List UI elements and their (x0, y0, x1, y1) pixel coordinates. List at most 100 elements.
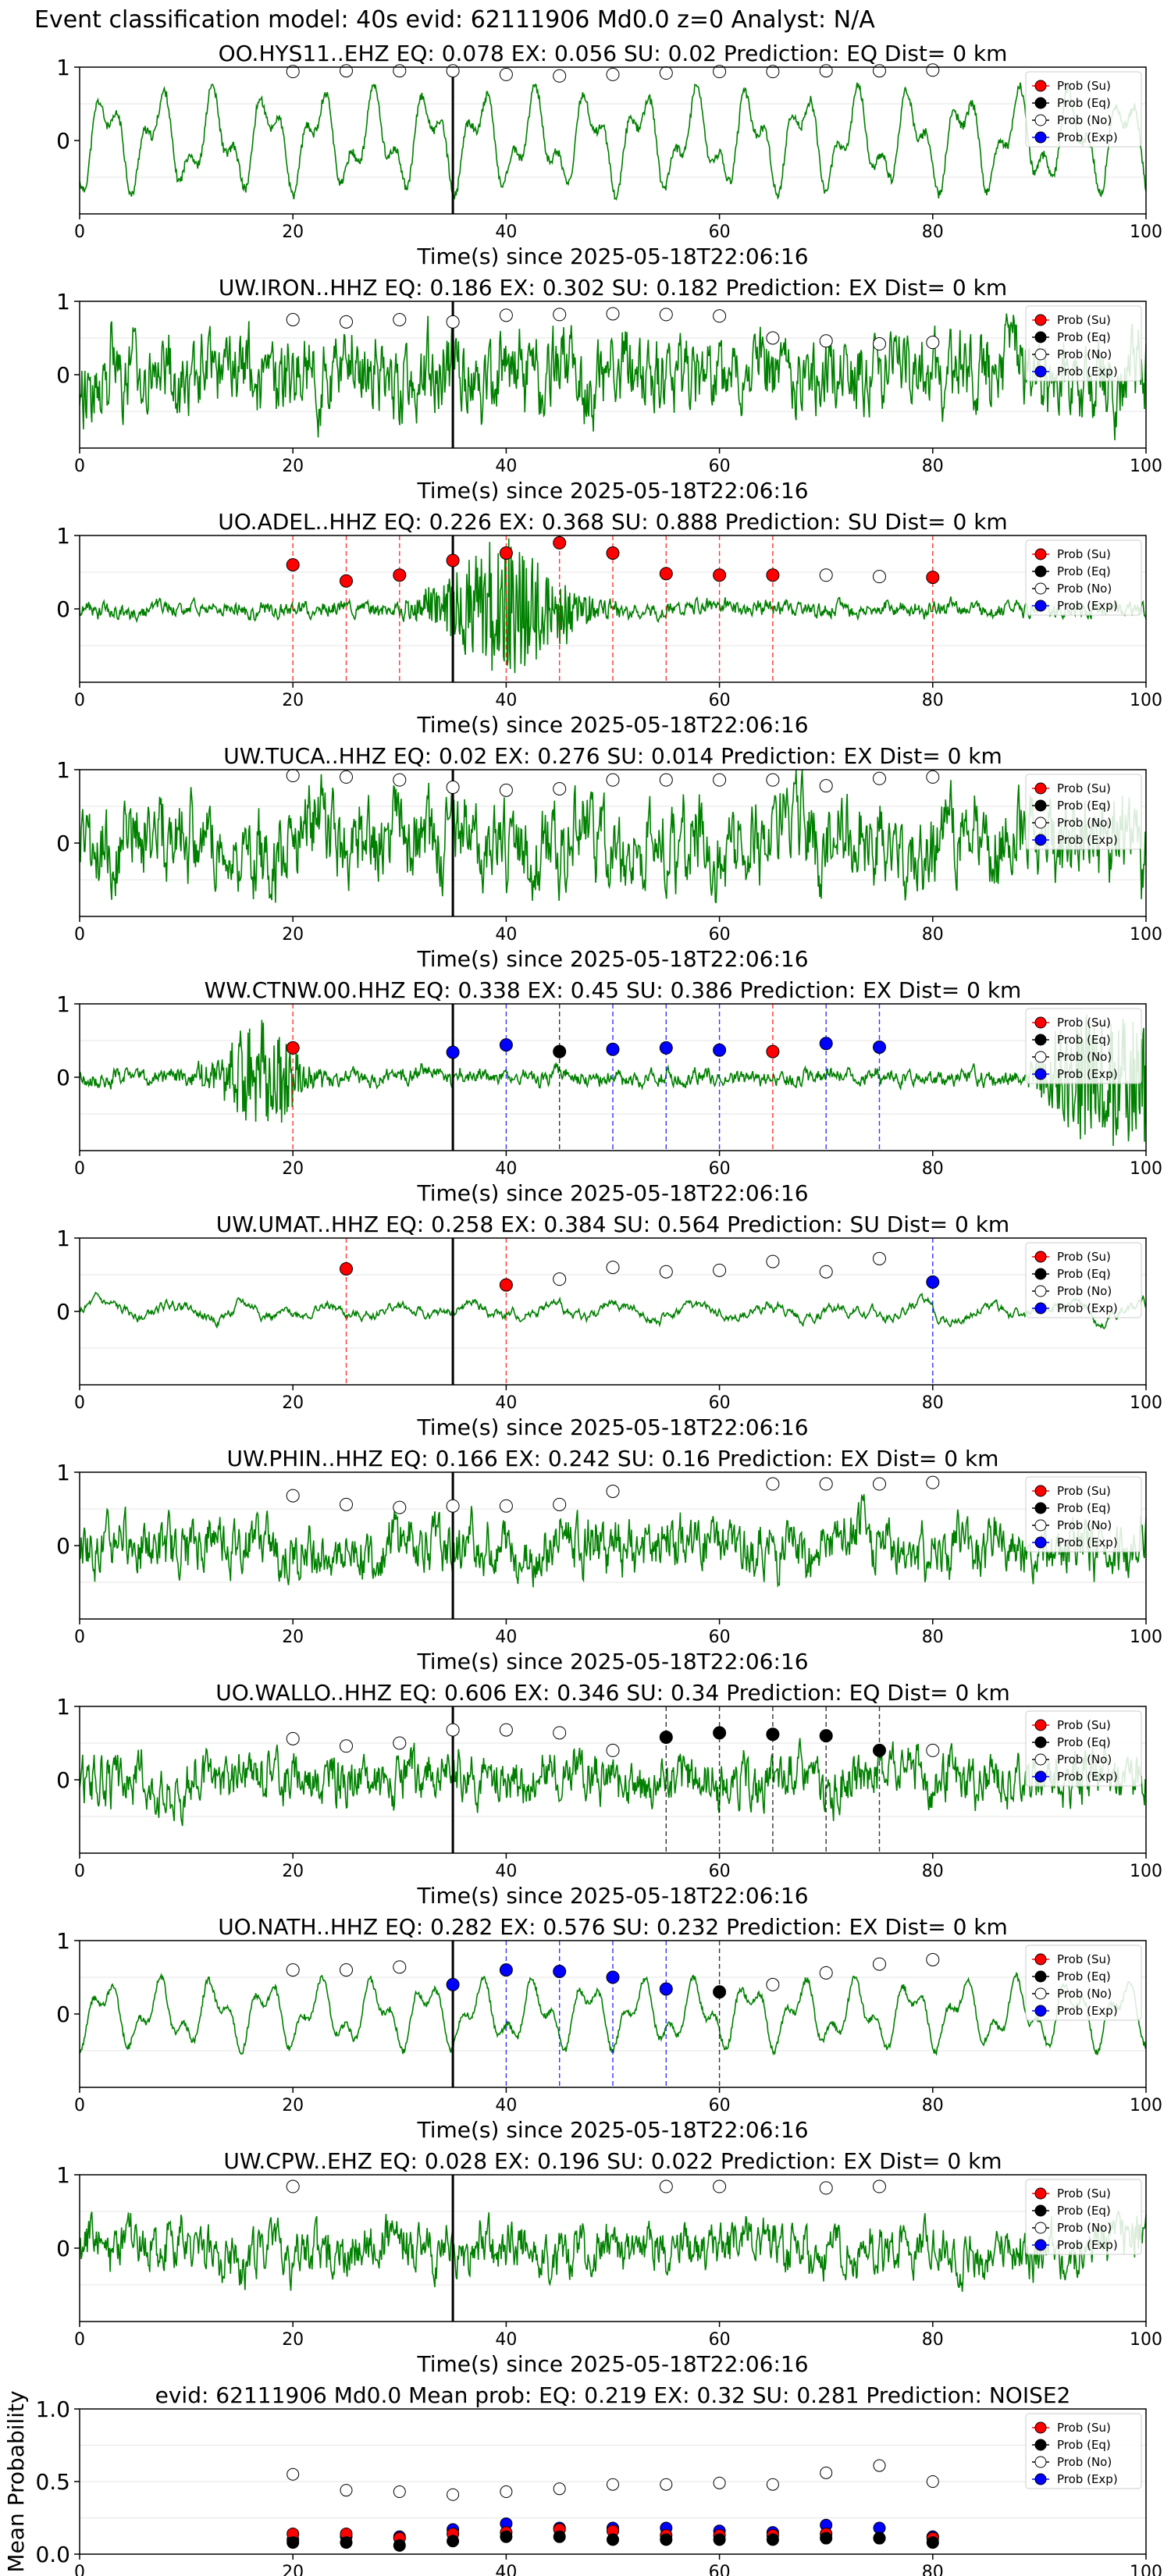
mean-prob-marker (287, 2536, 300, 2549)
prob-marker (606, 773, 620, 787)
x-tick-label: 100 (1130, 2563, 1162, 2576)
legend-box (1025, 71, 1142, 148)
axes-frame (79, 1237, 1147, 1386)
y-tick-label: 0 (56, 128, 70, 154)
x-tick-label: 100 (1130, 2330, 1162, 2350)
legend-marker-su (1034, 2187, 1047, 2200)
x-tick-label: 20 (282, 691, 304, 710)
prob-marker (819, 64, 833, 78)
y-tick-label: 1 (56, 2162, 70, 2188)
y-tick-label: 0 (56, 2001, 70, 2027)
legend-box (1025, 539, 1142, 616)
legend-marker-exp (1034, 1068, 1047, 1080)
x-tick-label: 0 (74, 222, 85, 242)
legend-marker-exp (1034, 600, 1047, 612)
x-tick-label: 20 (282, 1862, 304, 1881)
legend-marker-no (1034, 2222, 1047, 2234)
legend-label-su: Prob (Su) (1057, 547, 1111, 561)
x-tick-label: 0 (74, 691, 85, 710)
prob-marker (819, 1729, 833, 1743)
x-tick-label: 80 (922, 1159, 944, 1179)
x-axis-label: Time(s) since 2025-05-18T22:06:16 (416, 2117, 808, 2143)
legend: Prob (Su) Prob (Eq) Prob (No) Prob (Exp) (1025, 2413, 1142, 2489)
prob-marker (766, 1977, 780, 1991)
x-tick-label: 100 (1130, 1862, 1162, 1881)
panel-11: evid: 62111906 Md0.0 Mean prob: EQ: 0.21… (3, 2382, 1162, 2576)
prob-marker (446, 781, 460, 795)
y-tick-label: 0 (56, 362, 70, 388)
prob-marker (499, 546, 513, 560)
prob-marker (606, 1042, 620, 1056)
mean-prob-marker (926, 2475, 939, 2488)
legend-label-no: Prob (No) (1057, 1518, 1112, 1532)
legend-label-su: Prob (Su) (1057, 1718, 1111, 1732)
legend-marker-exp (1034, 365, 1047, 378)
prob-marker (819, 1966, 833, 1980)
prob-marker (766, 568, 780, 582)
legend-marker-su (1034, 1953, 1047, 1966)
x-axis-label: Time(s) since 2025-05-18T22:06:16 (416, 1649, 808, 1674)
x-tick-label: 20 (282, 2096, 304, 2115)
mean-prob-marker (660, 2478, 673, 2491)
x-tick-label: 40 (495, 1628, 517, 1647)
legend-marker-no (1034, 1753, 1047, 1766)
prob-marker (659, 2179, 673, 2194)
mean-prob-marker (287, 2467, 300, 2481)
y-tick-label: 1 (56, 1694, 70, 1720)
legend-label-eq: Prob (Eq) (1057, 1969, 1111, 1984)
legend-marker-eq (1034, 1502, 1047, 1514)
legend-label-su: Prob (Su) (1057, 1952, 1111, 1966)
legend: Prob (Su) Prob (Eq) Prob (No) Prob (Exp) (1025, 71, 1142, 148)
prob-marker (499, 783, 513, 797)
y-tick-label: 0.5 (35, 2469, 70, 2495)
x-tick-label: 60 (709, 2096, 731, 2115)
legend-box (1025, 1476, 1142, 1553)
prob-marker (819, 334, 833, 348)
x-tick-label: 40 (495, 925, 517, 945)
legend-marker-exp (1034, 1536, 1047, 1549)
prob-marker (873, 1251, 886, 1265)
y-tick-label: 1 (56, 757, 70, 783)
prob-marker (926, 1475, 940, 1489)
y-tick-label: 0 (56, 1299, 70, 1325)
prob-marker (393, 64, 407, 78)
prob-marker (873, 1477, 886, 1491)
legend-marker-eq (1034, 1970, 1047, 1983)
x-tick-label: 80 (922, 1393, 944, 1413)
prob-marker (819, 2181, 833, 2195)
legend-marker-eq (1034, 331, 1047, 343)
x-tick-label: 0 (74, 2096, 85, 2115)
legend-marker-exp (1034, 2473, 1047, 2485)
legend-label-eq: Prob (Eq) (1057, 330, 1111, 344)
prob-marker (873, 771, 886, 785)
prob-marker (553, 1964, 567, 1978)
legend-marker-su (1034, 548, 1047, 560)
legend-label-exp: Prob (Exp) (1057, 1535, 1118, 1550)
legend-label-eq: Prob (Eq) (1057, 2438, 1111, 2452)
prob-marker (766, 331, 780, 345)
legend-box (1025, 1242, 1142, 1318)
x-tick-label: 40 (495, 2096, 517, 2115)
mean-prob-marker (393, 2539, 406, 2552)
legend-box (1025, 774, 1142, 850)
legend-label-exp: Prob (Exp) (1057, 1301, 1118, 1315)
prob-marker (766, 65, 780, 79)
x-tick-label: 80 (922, 2330, 944, 2350)
prob-marker (340, 1261, 353, 1276)
prob-marker (340, 315, 353, 329)
mean-prob-marker (713, 2533, 726, 2546)
panel-title: UW.UMAT..HHZ EQ: 0.258 EX: 0.384 SU: 0.5… (216, 1212, 1009, 1237)
legend-box (1025, 1008, 1142, 1084)
y-tick-label: 1 (56, 1226, 70, 1251)
legend-marker-no (1034, 817, 1047, 829)
panel-3: UO.ADEL..HHZ EQ: 0.226 EX: 0.368 SU: 0.8… (56, 509, 1162, 738)
panel-title: OO.HYS11..EHZ EQ: 0.078 EX: 0.056 SU: 0.… (219, 41, 1008, 66)
prob-marker (393, 1960, 407, 1974)
prob-marker (499, 1499, 513, 1513)
prob-marker (499, 1038, 513, 1052)
prob-marker (286, 1489, 300, 1503)
mean-prob-marker (607, 2533, 619, 2546)
prob-marker (713, 1985, 727, 1999)
x-tick-label: 40 (495, 1159, 517, 1179)
mean-prob-marker (553, 2530, 566, 2543)
